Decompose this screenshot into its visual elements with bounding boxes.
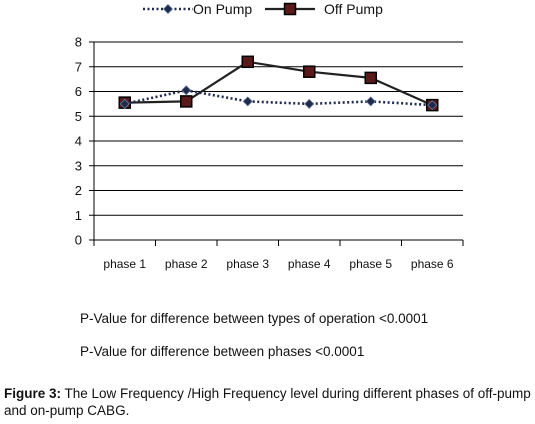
series-off-pump bbox=[118, 55, 439, 112]
line-chart: On Pump Off Pump 0 1 2 3 4 5 6 7 8 phase 1 phase 2… bbox=[75, 1, 464, 271]
y-tick-label-0: 0 bbox=[75, 233, 82, 248]
legend: On Pump Off Pump bbox=[143, 1, 383, 17]
x-tick-label-1: phase 1 bbox=[103, 257, 146, 271]
point-off-pump-4 bbox=[303, 65, 316, 78]
figure-caption: Figure 3: The Low Frequency /High Freque… bbox=[4, 385, 532, 419]
axes bbox=[89, 41, 464, 246]
x-tick-label-3: phase 3 bbox=[226, 257, 269, 271]
y-tick-labels: 0 1 2 3 4 5 6 7 8 bbox=[75, 35, 82, 248]
y-tick-label-7: 7 bbox=[75, 59, 82, 74]
x-tick-label-4: phase 4 bbox=[288, 257, 331, 271]
legend-label-on-pump: On Pump bbox=[193, 1, 252, 17]
legend-marker-off-pump bbox=[283, 2, 297, 16]
point-on-pump-4 bbox=[304, 98, 315, 109]
figure-caption-label: Figure 3: bbox=[4, 386, 62, 401]
p-value-note-operation: P-Value for difference between types of … bbox=[80, 311, 429, 326]
legend-marker-on-pump bbox=[162, 3, 174, 15]
y-tick-label-4: 4 bbox=[75, 134, 82, 149]
series-line-off-pump bbox=[124, 60, 433, 107]
point-on-pump-3 bbox=[242, 96, 253, 107]
x-tick-label-5: phase 5 bbox=[349, 257, 392, 271]
x-tick-label-6: phase 6 bbox=[411, 257, 454, 271]
figure-caption-text: The Low Frequency /High Frequency level … bbox=[4, 386, 531, 418]
y-tick-label-5: 5 bbox=[75, 109, 82, 124]
legend-item-on-pump: On Pump bbox=[143, 1, 252, 17]
point-on-pump-1 bbox=[119, 98, 130, 109]
y-tick-label-1: 1 bbox=[75, 208, 82, 223]
legend-label-off-pump: Off Pump bbox=[324, 1, 383, 17]
point-off-pump-3 bbox=[241, 55, 254, 69]
series-on-pump bbox=[119, 85, 438, 111]
point-on-pump-5 bbox=[365, 96, 376, 107]
point-on-pump-6 bbox=[427, 100, 438, 111]
y-tick-label-2: 2 bbox=[75, 183, 82, 198]
x-tick-labels: phase 1 phase 2 phase 3 phase 4 phase 5 phase… bbox=[103, 257, 454, 271]
y-tick-label-8: 8 bbox=[75, 35, 82, 50]
y-tick-label-3: 3 bbox=[75, 158, 82, 173]
series-group bbox=[118, 55, 439, 112]
point-off-pump-5 bbox=[364, 71, 377, 85]
y-tick-label-6: 6 bbox=[75, 84, 82, 99]
series-line-on-pump bbox=[124, 88, 433, 107]
grid-lines bbox=[94, 41, 463, 216]
point-on-pump-2 bbox=[181, 85, 192, 96]
legend-item-off-pump: Off Pump bbox=[265, 1, 383, 17]
point-off-pump-2 bbox=[180, 95, 193, 108]
x-tick-label-2: phase 2 bbox=[165, 257, 208, 271]
p-value-note-phases: P-Value for difference between phases <0… bbox=[80, 344, 365, 359]
